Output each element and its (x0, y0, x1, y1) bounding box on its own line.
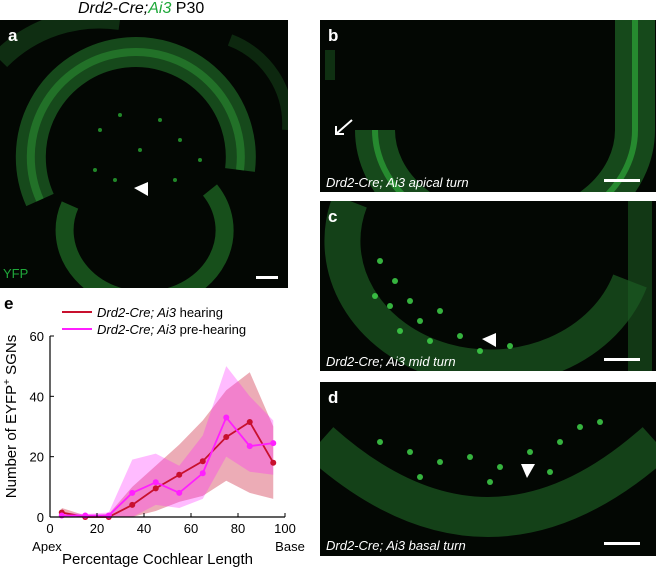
y-axis-label-sup: + (2, 379, 13, 385)
point-series-1 (152, 485, 159, 492)
panel-b-image: b Drd2-Cre; Ai3 apical turn (320, 20, 656, 192)
axes (49, 336, 285, 518)
band-series-2 (61, 366, 274, 517)
scale-bar (604, 358, 640, 361)
band-series-1 (61, 372, 274, 517)
y-tick-label: 60 (30, 329, 44, 344)
y-axis-label: Number of EYFP+ SGNs (2, 335, 20, 498)
x-tick-label: 20 (90, 521, 104, 536)
point-series-2 (129, 489, 136, 496)
arrowhead-icon (521, 464, 535, 478)
panel-a-image: a YFP (0, 20, 288, 288)
panel-d-micrograph (320, 382, 656, 556)
y-axis-label-suffix: SGNs (3, 335, 20, 379)
apex-label: Apex (32, 539, 62, 554)
panel-d-label: d (328, 388, 339, 407)
legend-entry-1: Drd2-Cre; Ai3 hearing (97, 305, 223, 320)
x-tick-label: 60 (184, 521, 198, 536)
panel-a-label: a (8, 26, 18, 45)
x-tick-label: 0 (46, 521, 53, 536)
point-series-1 (270, 459, 277, 466)
panel-e-label: e (4, 294, 14, 313)
panel-e-chart: 0 20 40 60 80 100 0 20 40 60 Drd2-Cre; Ai3 hearin… (2, 305, 305, 568)
point-series-2 (270, 440, 277, 447)
x-tick-label: 40 (137, 521, 151, 536)
arrowhead-icon (134, 182, 148, 196)
panel-b-caption: Drd2-Cre; Ai3 apical turn (326, 175, 469, 190)
confidence-bands (61, 366, 274, 517)
x-tick-label: 100 (274, 521, 296, 536)
tick-marks: 0 20 40 60 80 100 0 20 40 60 (30, 329, 296, 536)
y-tick-label: 20 (30, 450, 44, 465)
x-axis-label: Percentage Cochlear Length (62, 551, 253, 568)
panel-c-micrograph (320, 201, 656, 371)
legend-entry-genotype: Drd2-Cre; Ai3 (97, 322, 177, 337)
scale-bar (604, 542, 640, 545)
arrow-icon (335, 119, 353, 135)
arrowhead-icon (482, 333, 496, 347)
y-axis-label-prefix: Number of EYFP (3, 385, 20, 498)
panel-d-caption: Drd2-Cre; Ai3 basal turn (326, 538, 466, 553)
point-series-2 (246, 443, 253, 450)
figure-title: Drd2-Cre;Ai3 P30 (78, 0, 204, 18)
point-series-1 (199, 458, 206, 465)
y-tick-label: 0 (37, 510, 44, 525)
panel-d-image: d Drd2-Cre; Ai3 basal turn (320, 382, 656, 556)
x-tick-label: 80 (231, 521, 245, 536)
panel-b-micrograph (320, 20, 656, 192)
scale-bar (604, 179, 640, 182)
panel-c-caption: Drd2-Cre; Ai3 mid turn (326, 354, 456, 369)
y-tick-label: 40 (30, 389, 44, 404)
point-series-1 (223, 434, 230, 441)
legend-entry-2: Drd2-Cre; Ai3 pre-hearing (97, 322, 246, 337)
point-series-2 (223, 414, 230, 421)
title-reporter: Ai3 (148, 0, 172, 17)
point-series-2 (176, 489, 183, 496)
panel-c-label: c (328, 207, 338, 226)
title-genotype: Drd2-Cre; (78, 0, 149, 17)
point-series-1 (246, 418, 253, 425)
point-series-2 (152, 479, 159, 486)
yfp-channel-label: YFP (3, 266, 29, 281)
legend-entry-genotype: Drd2-Cre; Ai3 (97, 305, 177, 320)
point-series-1 (129, 501, 136, 508)
panel-a-micrograph (0, 20, 288, 288)
panel-b-label: b (328, 26, 339, 45)
title-age: P30 (171, 0, 205, 17)
scale-bar (256, 276, 278, 279)
legend-entry-condition: hearing (176, 305, 223, 320)
point-series-2 (199, 470, 206, 477)
legend-entry-condition: pre-hearing (176, 322, 246, 337)
point-series-1 (176, 471, 183, 478)
base-label: Base (275, 539, 305, 554)
panel-c-image: c Drd2-Cre; Ai3 mid turn (320, 201, 656, 371)
